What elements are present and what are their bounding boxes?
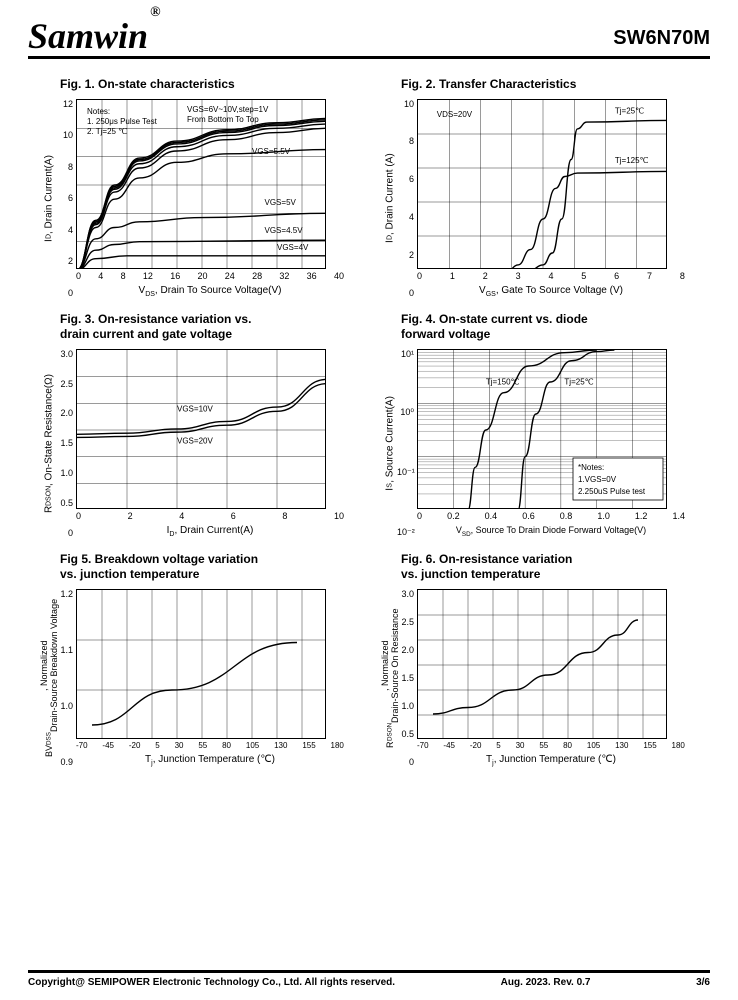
fig5-title: Fig 5. Breakdown voltage variation vs. j… bbox=[42, 552, 344, 583]
fig3-ylabel: RDSON, On-State Resistance(Ω) bbox=[42, 349, 56, 538]
fig3-xticks: 0246810 bbox=[76, 511, 344, 521]
fig4-title: Fig. 4. On-state current vs. diode forwa… bbox=[383, 312, 685, 343]
fig4: Fig. 4. On-state current vs. diode forwa… bbox=[383, 312, 685, 538]
fig2-xticks: 012345678 bbox=[417, 271, 685, 281]
fig1-yticks: 121086420 bbox=[56, 99, 76, 298]
figure-grid: Fig. 1. On-state characteristics ID, Dra… bbox=[28, 77, 710, 767]
revision: Aug. 2023. Rev. 0.7 bbox=[501, 977, 591, 988]
svg-text:From Bottom To Top: From Bottom To Top bbox=[187, 115, 259, 124]
svg-text:VGS=4.5V: VGS=4.5V bbox=[265, 226, 304, 235]
fig6-yticks: 3.02.52.01.51.00.50 bbox=[397, 589, 417, 767]
svg-text:Tj=25℃: Tj=25℃ bbox=[564, 377, 593, 386]
fig2-yticks: 1086420 bbox=[397, 99, 417, 298]
fig1-xlabel: VDS, Drain To Source Voltage(V) bbox=[76, 285, 344, 298]
fig5-xticks: -70-45-205305580105130155180 bbox=[76, 741, 344, 750]
fig3-plot: VGS=10V VGS=20V bbox=[76, 349, 326, 509]
fig2: Fig. 2. Transfer Characteristics ID, Dra… bbox=[383, 77, 685, 298]
svg-text:2. Tj=25 ℃: 2. Tj=25 ℃ bbox=[87, 127, 127, 136]
fig3-xlabel: ID, Drain Current(A) bbox=[76, 525, 344, 538]
svg-text:Tj=25℃: Tj=25℃ bbox=[615, 106, 644, 115]
fig2-plot: Tj=25℃ Tj=125℃ VDS=20V bbox=[417, 99, 667, 269]
svg-text:*Notes:: *Notes: bbox=[578, 463, 604, 472]
fig3-yticks: 3.02.52.01.51.00.50 bbox=[56, 349, 76, 538]
logo-text: Samwin bbox=[28, 16, 148, 56]
fig3-title: Fig. 3. On-resistance variation vs. drai… bbox=[42, 312, 344, 343]
fig6-ylabel: RDSON, NormalizedDrain-Source On Resista… bbox=[383, 589, 397, 767]
fig1-ylabel: ID, Drain Current(A) bbox=[42, 99, 56, 298]
svg-text:VGS=5.5V: VGS=5.5V bbox=[252, 146, 291, 155]
svg-text:VDS=20V: VDS=20V bbox=[437, 110, 473, 119]
fig1-plot: VGS=5.5V VGS=5V VGS=4.5V VGS=4V Notes:1. 250… bbox=[76, 99, 326, 269]
svg-text:1.VGS=0V: 1.VGS=0V bbox=[578, 475, 617, 484]
svg-text:Tj=150℃: Tj=150℃ bbox=[486, 377, 520, 386]
fig1-title: Fig. 1. On-state characteristics bbox=[42, 77, 344, 93]
fig6-plot bbox=[417, 589, 667, 739]
page-number: 3/6 bbox=[696, 977, 710, 988]
fig6-title: Fig. 6. On-resistance variation vs. junc… bbox=[383, 552, 685, 583]
registered-icon: ® bbox=[150, 5, 160, 20]
fig4-plot: Tj=150℃ Tj=25℃ *Notes: 1.VGS=0V 2.250uS Puls… bbox=[417, 349, 667, 509]
svg-text:VGS=10V: VGS=10V bbox=[177, 404, 213, 413]
svg-text:VGS=4V: VGS=4V bbox=[277, 243, 309, 252]
svg-text:Notes:: Notes: bbox=[87, 107, 110, 116]
copyright: Copyright@ SEMIPOWER Electronic Technolo… bbox=[28, 977, 395, 988]
fig2-title: Fig. 2. Transfer Characteristics bbox=[383, 77, 685, 93]
svg-text:1. 250μs Pulse Test: 1. 250μs Pulse Test bbox=[87, 117, 158, 126]
footer: Copyright@ SEMIPOWER Electronic Technolo… bbox=[28, 970, 710, 988]
fig4-yticks: 10¹10⁰10⁻¹10⁻² bbox=[397, 349, 417, 538]
fig4-xticks: 00.20.40.60.81.01.21.4 bbox=[417, 511, 685, 521]
svg-text:2.250uS Pulse test: 2.250uS Pulse test bbox=[578, 487, 646, 496]
fig5: Fig 5. Breakdown voltage variation vs. j… bbox=[42, 552, 344, 767]
part-number: SW6N70M bbox=[613, 27, 710, 50]
fig4-ylabel: IS, Source Current(A) bbox=[383, 349, 397, 538]
fig1: Fig. 1. On-state characteristics ID, Dra… bbox=[42, 77, 344, 298]
logo: Samwin® bbox=[28, 18, 161, 54]
fig6-xlabel: Tj, Junction Temperature (℃) bbox=[417, 754, 685, 767]
svg-text:Tj=125℃: Tj=125℃ bbox=[615, 155, 649, 164]
fig4-xlabel: VSD, Source To Drain Diode Forward Volta… bbox=[417, 525, 685, 538]
fig3: Fig. 3. On-resistance variation vs. drai… bbox=[42, 312, 344, 538]
fig1-xticks: 0481216202428323640 bbox=[76, 271, 344, 281]
svg-text:VGS=6V~10V,step=1V: VGS=6V~10V,step=1V bbox=[187, 105, 269, 114]
fig6: Fig. 6. On-resistance variation vs. junc… bbox=[383, 552, 685, 767]
fig2-xlabel: VGS, Gate To Source Voltage (V) bbox=[417, 285, 685, 298]
header: Samwin® SW6N70M bbox=[28, 18, 710, 59]
svg-text:VGS=5V: VGS=5V bbox=[265, 197, 297, 206]
fig2-ylabel: ID, Drain Current (A) bbox=[383, 99, 397, 298]
svg-text:VGS=20V: VGS=20V bbox=[177, 436, 213, 445]
fig5-plot bbox=[76, 589, 326, 739]
fig5-xlabel: Tj, Junction Temperature (℃) bbox=[76, 754, 344, 767]
fig6-xticks: -70-45-205305580105130155180 bbox=[417, 741, 685, 750]
fig5-ylabel: BVDSS, NormalizedDrain-Source Breakdown … bbox=[42, 589, 56, 767]
fig5-yticks: 1.21.11.00.9 bbox=[56, 589, 76, 767]
